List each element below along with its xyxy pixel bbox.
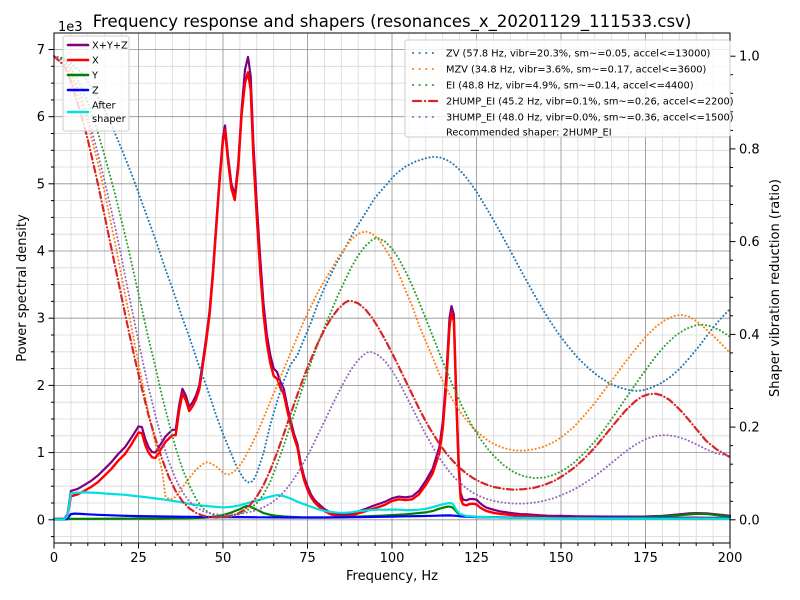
chart-title: Frequency response and shapers (resonanc… (93, 12, 692, 32)
legend-psd-label: Z (92, 86, 99, 97)
x-tick-label: 125 (464, 551, 489, 566)
y-left-tick-label: 3 (37, 312, 45, 327)
x-tick-label: 25 (130, 551, 147, 566)
y-axis-label-left: Power spectral density (15, 214, 30, 362)
legend-psd: X+Y+Z XYZ After shaper (62, 35, 130, 132)
y-right-tick-label: 0.6 (739, 235, 760, 250)
y-right-tick-label: 0.0 (739, 513, 760, 528)
tick-labels: 0 25 50 75 100 125 150 175 200 0 1 2 3 4 5 6 7 0.0 0.2 0.4 0… (37, 43, 760, 566)
y-left-tick-label: 6 (37, 110, 45, 125)
legend-psd-label: X (92, 56, 99, 67)
y-right-tick-label: 0.4 (739, 328, 760, 343)
legend-psd-label: Y (91, 71, 98, 82)
chart-generated-content: 0 25 50 75 100 125 150 175 200 0 1 2 3 4 5 6 7 0.0 0.2 0.4 0… (37, 32, 760, 566)
x-tick-label: 0 (50, 551, 58, 566)
x-tick-label: 200 (718, 551, 743, 566)
x-tick-label: 75 (299, 551, 316, 566)
y-axis-label-right: Shaper vibration reduction (ratio) (768, 179, 783, 397)
curves (53, 55, 731, 521)
shaper-curve-MZV (53, 55, 731, 500)
shaper-curve-EI (53, 55, 731, 519)
y-right-tick-label: 1.0 (739, 50, 760, 65)
y-axis-offset-label: 1e3 (58, 20, 83, 35)
y-left-tick-label: 4 (37, 245, 45, 260)
legend-shaper-label: MZV (34.8 Hz, vibr=3.6%, sm~=0.17, accel… (446, 65, 706, 76)
y-left-tick-label: 2 (37, 379, 45, 394)
y-left-tick-label: 1 (37, 446, 45, 461)
x-axis-label: Frequency, Hz (346, 569, 438, 584)
y-right-tick-label: 0.2 (739, 421, 760, 436)
shaper-curve-3HUMP_EI (53, 55, 731, 516)
legend-shapers-box (404, 39, 731, 138)
legend-shaper-label: EI (48.8 Hz, vibr=4.9%, sm~=0.14, accel<… (446, 81, 694, 92)
x-tick-label: 50 (215, 551, 232, 566)
legend-psd-label: shaper (92, 114, 127, 125)
legend-psd-label: X+Y+Z (92, 41, 128, 52)
psd-curve-After-shaper (53, 491, 731, 521)
legend-shapers: ZV (57.8 Hz, vibr=20.3%, sm~=0.05, accel… (404, 39, 734, 139)
ticks (48, 49, 736, 549)
x-tick-label: 175 (633, 551, 658, 566)
legend-shaper-label: ZV (57.8 Hz, vibr=20.3%, sm~=0.05, accel… (446, 49, 710, 60)
legend-shaper-label: 2HUMP_EI (45.2 Hz, vibr=0.1%, sm~=0.26, … (446, 97, 734, 108)
legend-shaper-label: 3HUMP_EI (48.0 Hz, vibr=0.0%, sm~=0.36, … (446, 113, 734, 124)
x-tick-label: 150 (549, 551, 574, 566)
y-right-tick-label: 0.8 (739, 142, 760, 157)
shaper-curve-2HUMP_EI (53, 55, 731, 519)
x-tick-label: 100 (380, 551, 405, 566)
legend-psd-label: After (92, 101, 116, 112)
y-left-tick-label: 0 (37, 513, 45, 528)
y-left-tick-label: 5 (37, 177, 45, 192)
shaper-curve-ZV (53, 55, 731, 484)
y-left-tick-label: 7 (37, 43, 45, 58)
legend-recommended-shaper: Recommended shaper: 2HUMP_EI (446, 128, 612, 139)
